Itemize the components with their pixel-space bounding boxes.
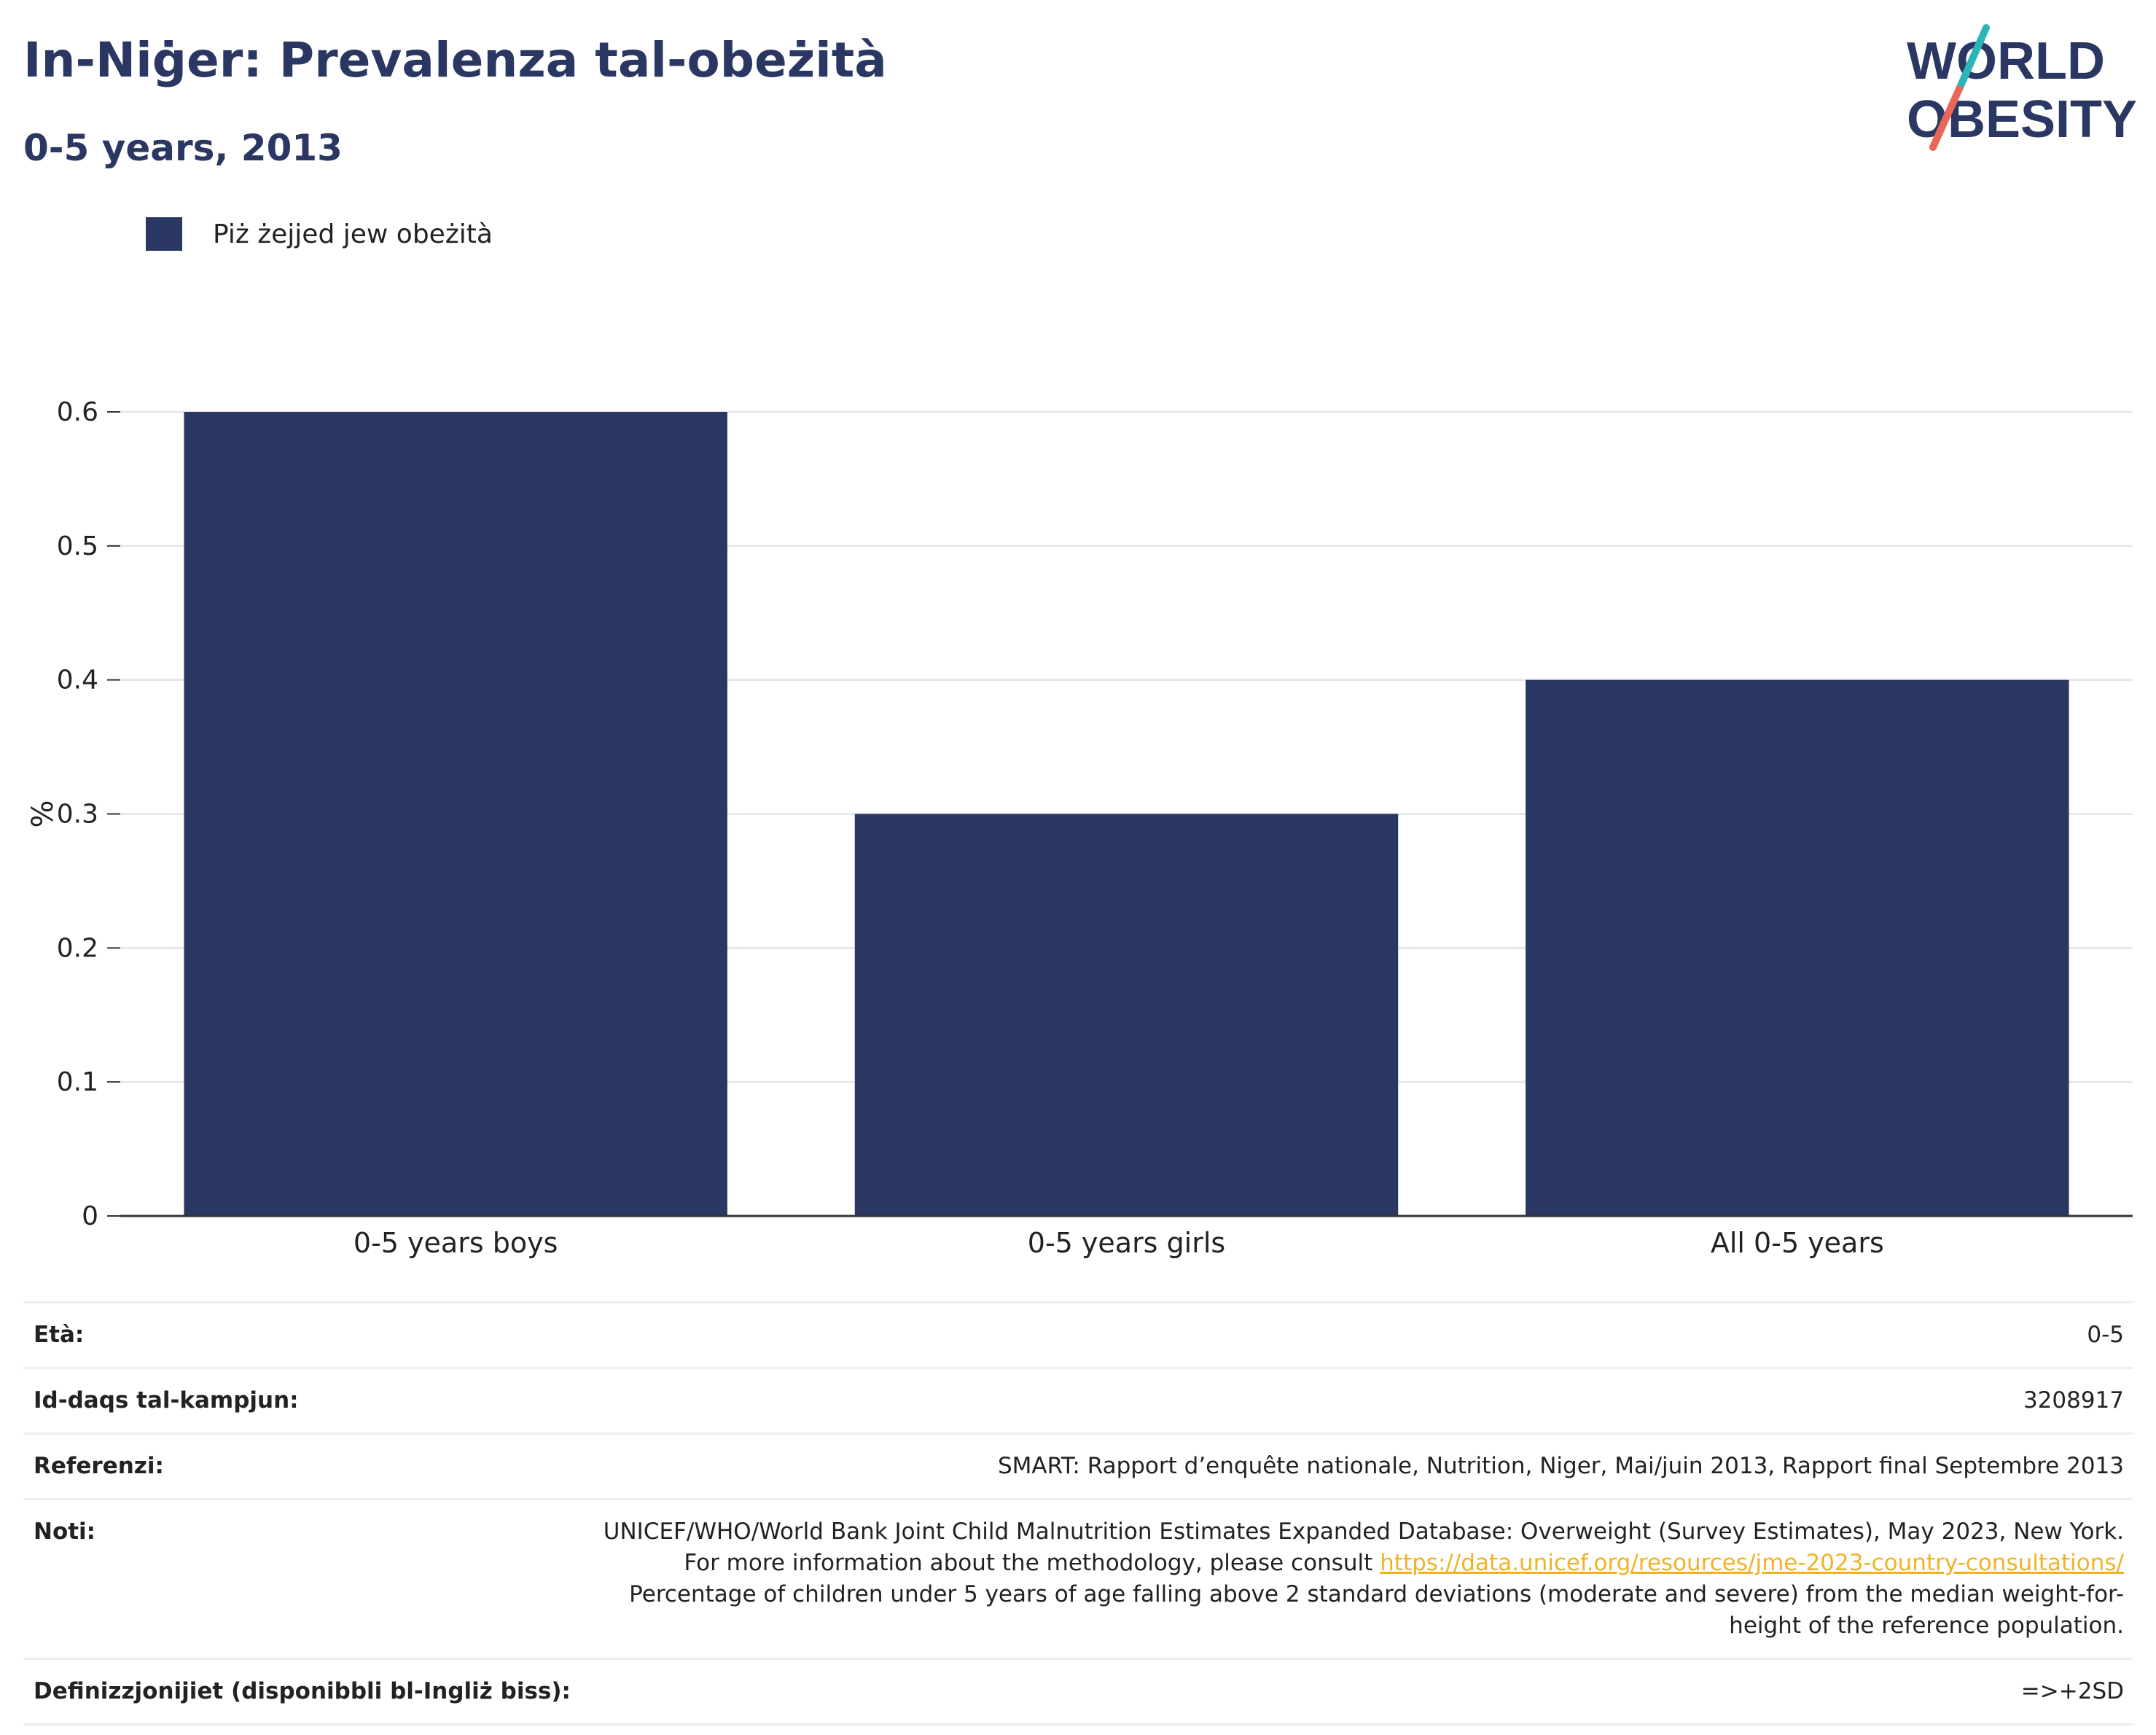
meta-row-references: Referenzi: SMART: Rapport d’enquête nati… xyxy=(23,1432,2133,1498)
logo-line1: WORLD xyxy=(1907,32,2105,90)
meta-row-sample-size: Id-daqs tal-kampjun: 3208917 xyxy=(23,1367,2133,1432)
meta-value: 3208917 xyxy=(2023,1387,2124,1414)
chart-legend: Piż żejjed jew obeżità xyxy=(146,217,493,251)
axes: 0 0.1 0.2 0.3 0.4 0.5 0.6 0-5 years boys 0-5 yea… xyxy=(26,397,2133,1259)
meta-value: SMART: Rapport d’enquête nationale, Nutr… xyxy=(997,1453,2124,1479)
y-tick-label: 0 xyxy=(82,1201,98,1231)
bar xyxy=(184,412,727,1216)
y-tick-label: 0.5 xyxy=(57,531,98,561)
x-tick-label: All 0-5 years xyxy=(1711,1227,1884,1259)
notes-definition: Percentage of children under 5 years of … xyxy=(629,1581,2124,1639)
meta-key: Età: xyxy=(34,1322,85,1348)
y-tick-label: 0.1 xyxy=(57,1067,98,1097)
y-axis-label: % xyxy=(26,800,60,827)
meta-row-notes: Noti: UNICEF/WHO/World Bank Joint Child … xyxy=(23,1498,2133,1658)
meta-key: Definizzjonijiet (disponibbli bl-Ingliż … xyxy=(34,1678,571,1704)
x-tick-label: 0-5 years boys xyxy=(354,1227,558,1259)
meta-key: Id-daqs tal-kampjun: xyxy=(34,1387,299,1414)
logo-slash-bottom xyxy=(1929,85,1963,151)
bars xyxy=(184,412,2069,1216)
y-tick-label: 0.6 xyxy=(57,397,98,427)
legend-label: Piż żejjed jew obeżità xyxy=(213,219,493,249)
meta-row-age: Età: 0-5 xyxy=(23,1301,2133,1367)
y-tick-label: 0.3 xyxy=(57,800,98,830)
y-tick-label: 0.4 xyxy=(57,666,98,695)
methodology-link[interactable]: https://data.unicef.org/resources/jme-20… xyxy=(1380,1550,2124,1576)
meta-row-definitions: Definizzjonijiet (disponibbli bl-Ingliż … xyxy=(23,1658,2133,1726)
notes-text: UNICEF/WHO/World Bank Joint Child Malnut… xyxy=(603,1518,2124,1576)
page-subtitle: 0-5 years, 2013 xyxy=(23,127,343,169)
y-tick-label: 0.2 xyxy=(57,933,98,963)
meta-key: Noti: xyxy=(34,1518,96,1545)
x-tick-label: 0-5 years girls xyxy=(1028,1227,1225,1259)
meta-key: Referenzi: xyxy=(34,1453,164,1479)
bar xyxy=(1526,679,2069,1216)
meta-value: UNICEF/WHO/World Bank Joint Child Malnut… xyxy=(593,1516,2124,1642)
bar-chart: 0 0.1 0.2 0.3 0.4 0.5 0.6 0-5 years boys 0-5 yea… xyxy=(26,397,2133,1259)
world-obesity-logo: WORLD OBESITY xyxy=(1907,24,2136,151)
meta-value: 0-5 xyxy=(2087,1322,2124,1348)
legend-swatch xyxy=(146,217,182,251)
metadata-table: Età: 0-5 Id-daqs tal-kampjun: 3208917 Re… xyxy=(23,1301,2133,1726)
page-title: In-Niġer: Prevalenza tal-obeżità xyxy=(23,32,887,88)
bar xyxy=(854,814,1399,1216)
meta-value: =>+2SD xyxy=(2020,1678,2124,1704)
logo-slash-top xyxy=(1956,24,1990,93)
